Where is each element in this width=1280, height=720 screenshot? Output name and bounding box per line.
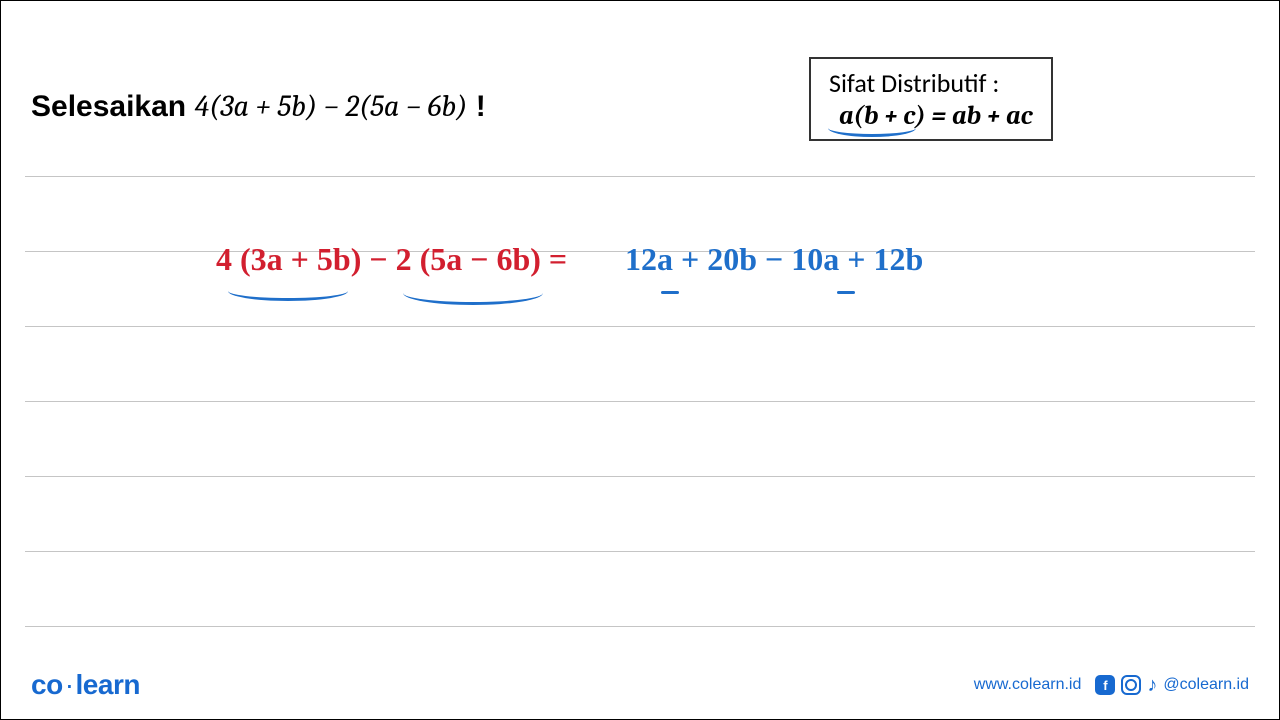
instagram-icon[interactable]	[1121, 675, 1141, 695]
logo-learn: learn	[76, 669, 140, 700]
footer-right: www.colearn.id f ♪ @colearn.id	[974, 674, 1249, 697]
lhs-arc-2	[403, 281, 543, 305]
ruled-line	[25, 326, 1255, 327]
ruled-line	[25, 176, 1255, 177]
formula-box: Sifat Distributif : a(b + c) = ab + ac	[809, 57, 1053, 141]
lhs-arc-1	[228, 281, 348, 301]
tiktok-icon[interactable]: ♪	[1147, 674, 1157, 697]
ruled-line	[25, 401, 1255, 402]
website-link[interactable]: www.colearn.id	[974, 676, 1082, 694]
rhs-mark-1	[661, 291, 679, 294]
logo-co: co	[31, 669, 63, 700]
ruled-line	[25, 476, 1255, 477]
social-block: f ♪ @colearn.id	[1095, 674, 1249, 697]
social-handle: @colearn.id	[1163, 676, 1249, 694]
rhs-mark-2	[837, 291, 855, 294]
facebook-icon[interactable]: f	[1095, 675, 1115, 695]
ruled-line	[25, 551, 1255, 552]
ruled-line	[25, 626, 1255, 627]
handwritten-lhs: 4 (3a + 5b) − 2 (5a − 6b) =	[216, 241, 567, 278]
footer: co·learn www.colearn.id f ♪ @colearn.id	[31, 669, 1249, 701]
formula-title: Sifat Distributif :	[829, 67, 1033, 99]
question-prefix: Selesaikan	[31, 90, 194, 123]
question-suffix: !	[467, 90, 485, 123]
formula-arc	[828, 119, 916, 137]
question-heading: Selesaikan 4(3a + 5b) − 2(5a − 6b) !	[31, 89, 486, 124]
brand-logo: co·learn	[31, 669, 140, 701]
logo-sep: ·	[65, 669, 74, 700]
question-expression: 4(3a + 5b) − 2(5a − 6b)	[194, 89, 467, 124]
handwritten-rhs: 12a + 20b − 10a + 12b	[625, 241, 923, 278]
